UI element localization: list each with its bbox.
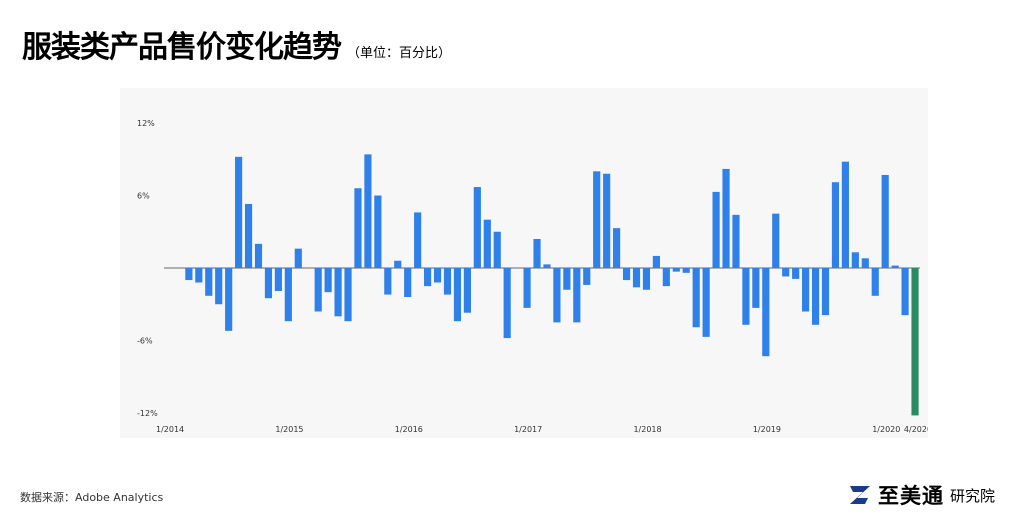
bar-10/2014 [254, 243, 263, 268]
bar-8/2014 [235, 156, 243, 268]
bar-12/2015 [394, 260, 402, 268]
bar-12/2018 [752, 268, 760, 308]
bar-9/2018 [722, 168, 730, 268]
bar-9/2016 [483, 219, 491, 268]
bar-11/2017 [622, 268, 631, 281]
x-tick-label: 1/2019 [753, 425, 781, 434]
bar-1/2018 [642, 268, 651, 290]
y-tick-label: 12% [137, 119, 155, 128]
bar-3/2019 [782, 268, 790, 277]
y-tick-label: -6% [137, 337, 153, 346]
bar-10/2018 [732, 214, 740, 268]
bar-5/2017 [563, 268, 571, 290]
bar-11/2018 [742, 268, 750, 325]
bar-4/2018 [672, 268, 680, 272]
bar-4/2014 [195, 268, 203, 283]
brand-logo: 至美通 研究院 [848, 480, 995, 510]
bar-8/2017 [593, 171, 601, 268]
bar-9/2017 [603, 173, 611, 268]
bar-5/2018 [682, 268, 690, 273]
bar-12/2017 [632, 268, 641, 288]
bar-5/2019 [802, 268, 810, 312]
bar-1/2020 [881, 174, 889, 268]
x-tick-label: 4/2020 [904, 425, 928, 434]
x-tick-label: 1/2014 [156, 425, 184, 434]
bar-7/2019 [821, 268, 830, 316]
bar-10/2017 [613, 228, 621, 269]
bar-6/2018 [692, 268, 700, 328]
bar-7/2015 [344, 268, 352, 322]
bar-8/2015 [354, 188, 362, 268]
bar-6/2014 [215, 268, 223, 305]
bar-5/2016 [443, 268, 452, 295]
bar-11/2014 [264, 268, 273, 299]
bar-10/2016 [493, 231, 501, 268]
bar-11/2019 [861, 258, 869, 268]
bar-5/2015 [324, 268, 332, 293]
bar-3/2020 [901, 268, 909, 316]
title-row: 服装类产品售价变化趋势 （单位：百分比） [22, 22, 451, 66]
y-tick-label: 6% [137, 192, 150, 201]
brand-suffix: 研究院 [950, 486, 996, 505]
bar-7/2018 [702, 268, 710, 337]
bar-2/2015 [294, 248, 302, 268]
bar-3/2016 [424, 268, 432, 287]
bar-2/2017 [533, 239, 541, 268]
brand-name: 至美通 [878, 484, 944, 508]
x-tick-label: 1/2016 [395, 425, 423, 434]
x-tick-label: 1/2015 [275, 425, 303, 434]
x-tick-label: 1/2020 [872, 425, 900, 434]
x-tick-label: 1/2018 [633, 425, 661, 434]
bar-12/2014 [274, 268, 282, 291]
bar-4/2019 [792, 268, 800, 279]
bar-7/2017 [583, 268, 591, 285]
bar-4/2016 [433, 268, 442, 283]
bar-4/2015 [314, 268, 322, 312]
bar-2/2019 [772, 213, 780, 269]
bar-8/2016 [473, 187, 481, 268]
bar-1/2016 [404, 268, 412, 297]
bar-6/2015 [334, 268, 342, 317]
bar-1/2015 [284, 268, 292, 322]
x-tick-label: 1/2017 [514, 425, 542, 434]
bar-10/2019 [851, 252, 859, 268]
bar-2/2020 [891, 265, 899, 268]
bar-9/2015 [364, 154, 372, 268]
bar-1/2017 [523, 268, 531, 308]
source-note: 数据来源：Adobe Analytics [20, 491, 164, 504]
bar-2/2016 [414, 212, 422, 268]
bar-4/2020 [911, 268, 919, 416]
bar-11/2015 [384, 268, 392, 295]
bar-3/2017 [543, 264, 551, 269]
bar-7/2016 [463, 268, 471, 313]
bar-4/2017 [553, 268, 561, 323]
y-tick-label: -12% [137, 409, 158, 418]
bar-10/2015 [374, 195, 382, 268]
bar-8/2018 [712, 191, 720, 269]
bar-2/2018 [652, 255, 660, 268]
bar-6/2016 [453, 268, 462, 322]
bar-5/2014 [205, 268, 213, 296]
bar-7/2014 [225, 268, 233, 331]
z-logo-icon [850, 486, 870, 504]
bar-3/2014 [185, 268, 193, 281]
bar-6/2019 [811, 268, 820, 325]
bar-chart: 12% 6% -6% -12% 1/2014 1/2015 1/2016 1/2017 1/20… [137, 119, 928, 434]
page-subtitle: （单位：百分比） [347, 46, 452, 61]
bar-1/2019 [762, 268, 770, 357]
bar-8/2019 [831, 182, 840, 268]
bar-12/2019 [871, 268, 879, 296]
chart-panel: 12% 6% -6% -12% 1/2014 1/2015 1/2016 1/2017 1/20… [120, 88, 928, 438]
bar-9/2019 [841, 161, 849, 268]
bar-3/2018 [662, 268, 670, 287]
page-title: 服装类产品售价变化趋势 [22, 30, 342, 65]
bar-6/2017 [573, 268, 581, 323]
bar-9/2014 [244, 203, 253, 268]
bar-11/2016 [503, 268, 511, 339]
